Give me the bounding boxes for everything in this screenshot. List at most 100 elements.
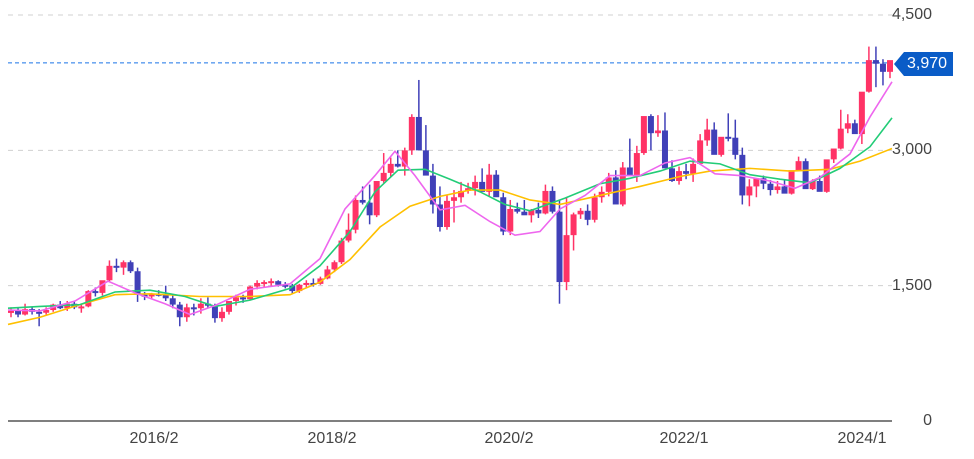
candle <box>85 291 92 307</box>
candle <box>626 167 633 176</box>
candle <box>865 60 872 92</box>
candle <box>57 304 64 309</box>
candle <box>22 309 29 315</box>
candle <box>465 188 472 191</box>
candle <box>851 123 858 135</box>
candle <box>436 204 443 228</box>
candle <box>148 293 155 297</box>
candle <box>451 197 458 201</box>
y-tick-label: 4,500 <box>891 6 932 23</box>
x-tick-label: 2024/1 <box>837 430 887 447</box>
candle <box>78 306 85 309</box>
candle <box>113 265 120 268</box>
candle <box>415 116 422 151</box>
candle <box>647 116 654 134</box>
candle <box>366 202 373 216</box>
candle <box>809 181 816 190</box>
candle <box>233 297 240 302</box>
candle <box>753 178 760 187</box>
candle <box>359 199 366 203</box>
candle <box>134 271 141 295</box>
grid-lines <box>8 14 892 287</box>
candle <box>563 235 570 283</box>
candle <box>394 163 401 167</box>
candle <box>619 167 626 205</box>
candle <box>225 301 232 312</box>
candle <box>837 128 844 149</box>
candle <box>15 310 22 315</box>
candle <box>373 181 380 216</box>
candle <box>802 161 809 190</box>
candle <box>254 282 261 287</box>
candle <box>690 163 697 174</box>
candle <box>486 174 493 192</box>
candle <box>767 183 774 191</box>
candle <box>774 186 781 191</box>
candle <box>887 60 893 72</box>
candle <box>535 209 542 214</box>
candle <box>247 286 254 300</box>
candle <box>739 154 746 196</box>
candle <box>725 136 732 139</box>
candle <box>661 130 668 169</box>
candle <box>781 186 788 194</box>
candle <box>345 229 352 241</box>
candle <box>338 240 345 263</box>
candle <box>211 305 218 319</box>
candle <box>275 281 282 285</box>
y-tick-label: 1,500 <box>891 276 932 294</box>
candle <box>816 181 823 192</box>
candle <box>556 211 563 283</box>
candle <box>732 137 739 155</box>
candle <box>296 284 303 292</box>
candle <box>760 178 767 184</box>
candle <box>718 136 725 155</box>
candle <box>218 311 225 319</box>
x-tick-label: 2018/2 <box>307 430 357 447</box>
candle <box>169 298 176 305</box>
candle <box>408 116 415 151</box>
candle <box>507 208 514 232</box>
candle <box>697 140 704 164</box>
candle <box>429 175 436 205</box>
candle <box>669 168 676 182</box>
candle <box>640 116 647 154</box>
candle <box>106 265 113 281</box>
candle <box>282 284 289 287</box>
candle <box>570 214 577 236</box>
candle <box>380 172 387 182</box>
candle <box>788 170 795 194</box>
candle <box>43 310 50 313</box>
candle <box>633 153 640 176</box>
candle <box>858 91 865 135</box>
x-tick-label: 2016/2 <box>129 430 179 447</box>
candle <box>500 197 507 232</box>
candle <box>190 307 197 310</box>
candle <box>844 123 851 129</box>
candle <box>289 285 296 292</box>
candle <box>683 171 690 174</box>
candle <box>879 63 886 72</box>
candle <box>443 200 450 228</box>
candle <box>120 262 127 268</box>
candle <box>577 210 584 215</box>
candle <box>387 163 394 173</box>
candle <box>401 150 408 167</box>
candle <box>197 303 204 309</box>
candle <box>654 130 661 134</box>
candle <box>711 129 718 155</box>
y-tick-label: 0 <box>923 412 932 429</box>
candle <box>514 208 521 212</box>
moving-average-long-line <box>7 147 893 326</box>
candle <box>584 210 591 220</box>
current-price-tag: 3,970 <box>894 52 954 76</box>
candle <box>479 181 486 192</box>
candle <box>331 262 338 270</box>
candle <box>591 197 598 220</box>
candle <box>612 177 619 205</box>
x-tick-label: 2022/1 <box>659 430 709 447</box>
moving-average-short-line <box>7 81 893 316</box>
candle <box>352 199 359 230</box>
candle <box>92 291 99 294</box>
